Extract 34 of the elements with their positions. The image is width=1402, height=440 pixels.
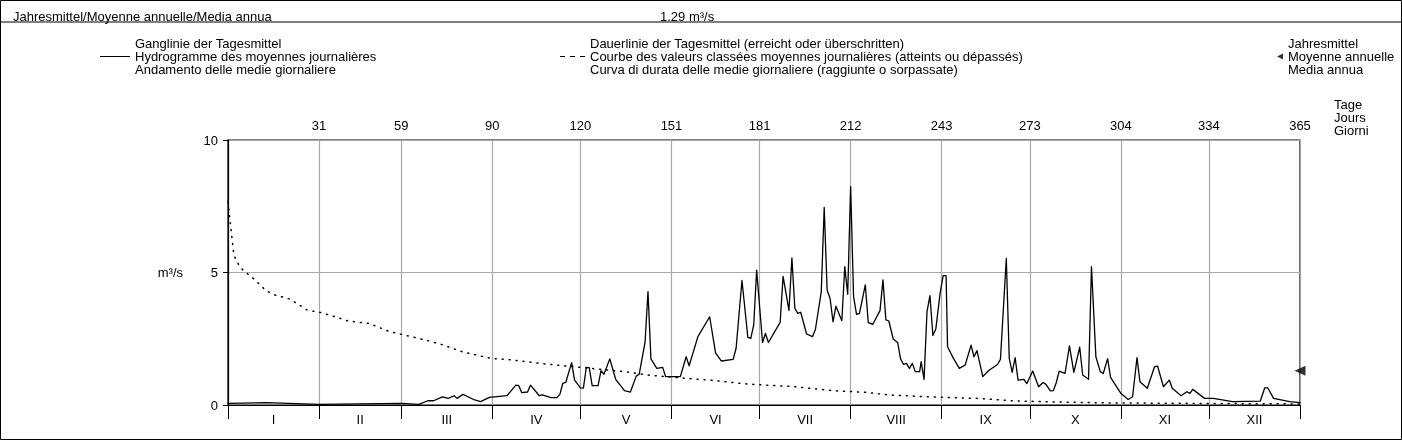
y-tick-label: 10	[203, 132, 218, 148]
chart-title: Jahresmittel/Moyenne annuelle/Media annua	[13, 9, 273, 24]
text: VI	[709, 412, 722, 427]
text: II	[356, 412, 364, 427]
chart-subtitle: 1.29 m³/s	[660, 9, 715, 24]
x-tick-label: 151	[660, 118, 683, 133]
text: IV	[530, 412, 543, 427]
text: VII	[797, 412, 814, 427]
text: V	[621, 412, 631, 427]
text: XII	[1246, 412, 1263, 427]
text: IX	[979, 412, 993, 427]
x-tick-label: 212	[839, 118, 862, 133]
x-tick-label: 120	[569, 118, 592, 133]
x-tick-label: 304	[1109, 118, 1132, 133]
text: III	[441, 412, 453, 427]
x-tick-label: 181	[748, 118, 771, 133]
x-tick-label: 90	[485, 118, 500, 133]
text: I	[271, 412, 276, 427]
text: X	[1070, 412, 1080, 427]
x-tick-label: 273	[1018, 118, 1041, 133]
x-tick-label: 334	[1198, 118, 1220, 133]
y-tick-label: 5	[210, 265, 218, 280]
legend-label: Jahresmittel Moyenne annuelle Media annua	[1288, 36, 1395, 77]
legend-label: Ganglinie der Tagesmittel Hydrogramme des moyennes journalières Andamento delle medie giornaliere	[135, 36, 377, 77]
text: VIII	[886, 412, 906, 427]
y-axis-title: m³/s	[157, 265, 184, 280]
text: XI	[1158, 412, 1172, 427]
x-tick-label: 31	[311, 118, 327, 133]
y-tick-label: 0	[210, 397, 218, 413]
x-tick-label: 365	[1289, 118, 1311, 133]
x-tick-label: 59	[394, 118, 409, 133]
x-axis-title: Tage Jours Giorni	[1334, 97, 1369, 138]
x-tick-label: 243	[930, 118, 953, 133]
legend-label: Dauerlinie der Tagesmittel (erreicht oder überschritten) Courbe des valeurs classées moyennes journalières (atteints ou dépassés) Curva di durata delle medie giornaliere (raggiunte o sorpassate)	[590, 36, 1023, 77]
